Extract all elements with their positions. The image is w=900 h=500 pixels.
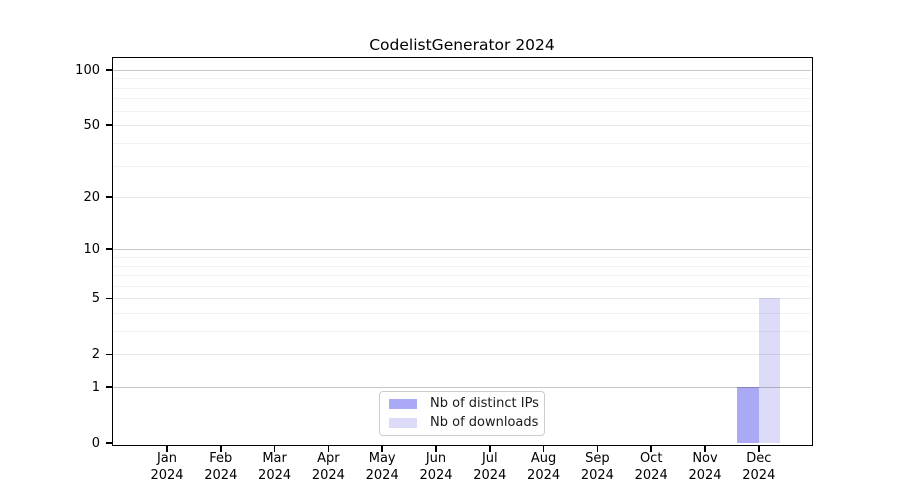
x-tick-label-month: Aug	[530, 451, 557, 466]
x-tick-mark	[166, 444, 168, 452]
x-tick-mark	[704, 444, 706, 452]
x-tick-label-year: 2024	[419, 468, 453, 483]
x-tick-label-month: Oct	[639, 451, 663, 466]
bar-distinct-ips	[737, 387, 759, 444]
y-tick-mark	[106, 386, 113, 388]
x-tick-label-year: 2024	[527, 468, 561, 483]
x-tick-mark	[650, 444, 652, 452]
minor-gridline	[113, 331, 811, 333]
minor-gridline	[113, 285, 811, 287]
legend-swatch-distinct-ips	[389, 399, 417, 409]
x-tick-label-month: Feb	[209, 451, 233, 466]
y-tick-label: 0	[91, 435, 100, 451]
x-tick-mark	[489, 444, 491, 452]
legend-swatch-downloads	[389, 418, 417, 428]
y-tick-mark	[106, 442, 113, 444]
y-tick-mark	[106, 124, 113, 127]
major-gridline	[113, 387, 811, 389]
minor-gridline	[113, 275, 811, 277]
minor-gridline	[113, 78, 811, 80]
minor-gridline	[113, 142, 811, 144]
y-tick-label: 20	[83, 189, 100, 205]
chart-title: CodelistGenerator 2024	[369, 36, 555, 54]
x-tick-label-year: 2024	[365, 468, 399, 483]
y-tick-mark	[106, 297, 113, 300]
minor-gridline	[113, 313, 811, 315]
y-tick-label: 2	[91, 346, 100, 362]
x-tick-label-month: Jun	[425, 451, 447, 466]
major-gridline	[113, 70, 811, 71]
y-tick-label: 10	[83, 241, 100, 257]
legend-item: Nb of downloads	[389, 415, 539, 430]
x-tick-label-month: Sep	[585, 451, 610, 466]
x-tick-label-month: Apr	[317, 451, 340, 466]
minor-gridline	[113, 98, 811, 100]
plot-area	[111, 56, 813, 446]
x-tick-mark	[327, 444, 330, 452]
x-tick-mark	[273, 444, 276, 452]
x-tick-mark	[596, 444, 599, 452]
bar-downloads	[758, 298, 781, 444]
minor-gridline	[113, 165, 811, 167]
minor-gridline	[113, 265, 811, 267]
legend: Nb of distinct IPs Nb of downloads	[379, 391, 545, 436]
x-tick-mark	[381, 444, 383, 452]
y-tick-mark	[106, 353, 113, 356]
x-tick-label-year: 2024	[150, 468, 184, 483]
x-tick-label-year: 2024	[580, 468, 614, 483]
y-tick-label: 50	[83, 117, 100, 133]
y-tick-mark	[106, 69, 113, 71]
major-gridline	[113, 298, 811, 300]
x-tick-label-year: 2024	[258, 468, 292, 483]
x-tick-label-month: Nov	[692, 451, 718, 466]
x-tick-mark	[542, 444, 545, 452]
y-tick-label: 1	[91, 379, 100, 395]
y-tick-label: 100	[75, 62, 100, 78]
x-tick-mark	[220, 444, 222, 452]
major-gridline	[113, 197, 811, 198]
minor-gridline	[113, 110, 811, 112]
x-tick-label-month: Jan	[156, 451, 178, 466]
x-tick-label-month: Mar	[262, 451, 287, 466]
x-tick-label-month: Jul	[481, 451, 498, 466]
x-tick-label-month: May	[368, 451, 396, 466]
x-tick-mark	[435, 444, 437, 452]
legend-label: Nb of distinct IPs	[430, 396, 539, 411]
x-tick-label-year: 2024	[634, 468, 668, 483]
major-gridline	[113, 125, 811, 127]
y-tick-mark	[106, 248, 113, 251]
x-tick-label-year: 2024	[742, 468, 776, 483]
major-gridline	[113, 249, 811, 251]
x-tick-label-year: 2024	[311, 468, 345, 483]
x-tick-label-year: 2024	[688, 468, 722, 483]
y-tick-mark	[106, 196, 113, 198]
legend-label: Nb of downloads	[430, 415, 539, 430]
legend-item: Nb of distinct IPs	[389, 397, 539, 411]
minor-gridline	[113, 87, 811, 89]
x-tick-label-year: 2024	[473, 468, 507, 483]
major-gridline	[113, 354, 811, 356]
x-tick-mark	[758, 444, 760, 452]
x-tick-label-month: Dec	[746, 451, 772, 466]
x-tick-label-year: 2024	[204, 468, 238, 483]
minor-gridline	[113, 257, 811, 258]
y-tick-label: 5	[91, 290, 100, 306]
